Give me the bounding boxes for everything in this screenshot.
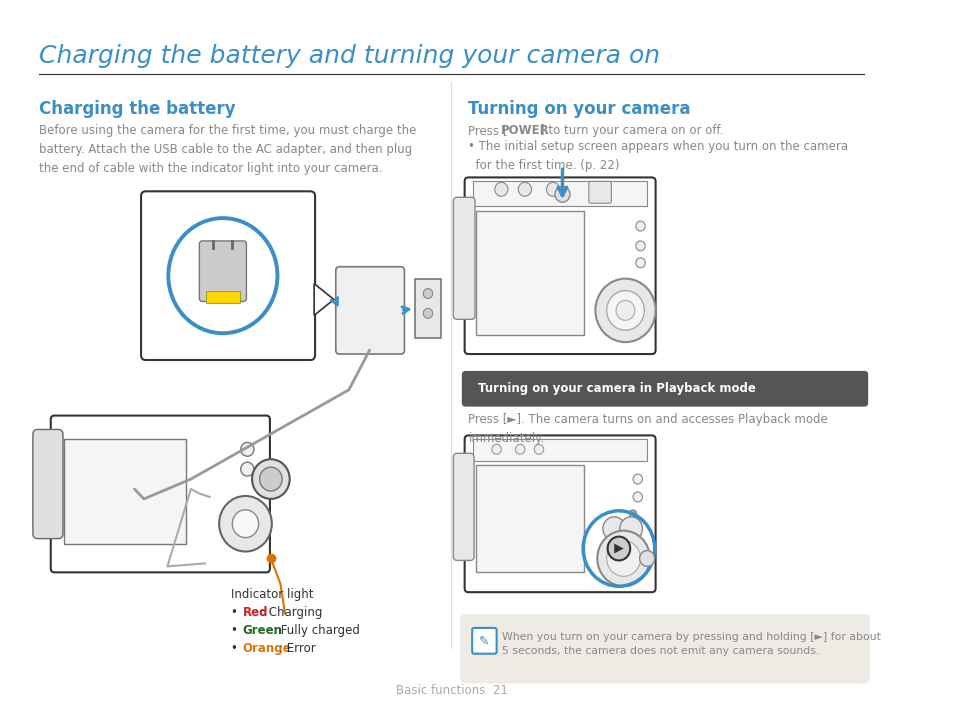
FancyBboxPatch shape — [459, 614, 869, 683]
Text: Basic functions  21: Basic functions 21 — [395, 685, 507, 698]
Circle shape — [607, 536, 630, 560]
Text: •: • — [232, 624, 242, 637]
Circle shape — [602, 517, 625, 541]
FancyBboxPatch shape — [51, 415, 270, 572]
Text: Press [: Press [ — [468, 124, 507, 137]
Text: Charging the battery and turning your camera on: Charging the battery and turning your ca… — [38, 45, 659, 68]
Text: ✎: ✎ — [478, 634, 489, 647]
FancyBboxPatch shape — [461, 371, 867, 407]
Bar — [476, 211, 583, 336]
Circle shape — [495, 182, 507, 197]
Text: ] to turn your camera on or off.: ] to turn your camera on or off. — [539, 124, 722, 137]
Circle shape — [616, 300, 635, 320]
Circle shape — [515, 444, 524, 454]
Circle shape — [423, 289, 433, 299]
Circle shape — [233, 510, 258, 538]
Circle shape — [633, 492, 641, 502]
Circle shape — [423, 308, 433, 318]
Circle shape — [259, 467, 282, 491]
FancyBboxPatch shape — [453, 197, 475, 319]
FancyBboxPatch shape — [464, 177, 655, 354]
Circle shape — [240, 442, 253, 456]
Text: •: • — [232, 642, 242, 654]
Circle shape — [636, 221, 644, 231]
Polygon shape — [614, 544, 623, 554]
Text: Press [►]. The camera turns on and accesses Playback mode
immediately.: Press [►]. The camera turns on and acces… — [468, 413, 827, 444]
Text: Orange: Orange — [242, 642, 291, 654]
Circle shape — [492, 444, 501, 454]
Circle shape — [619, 517, 641, 541]
Bar — [476, 465, 583, 572]
Text: Indicator light: Indicator light — [232, 588, 314, 601]
Circle shape — [636, 241, 644, 251]
FancyBboxPatch shape — [32, 429, 63, 539]
Circle shape — [546, 182, 559, 197]
Text: • The initial setup screen appears when you turn on the camera
  for the first t: • The initial setup screen appears when … — [468, 140, 847, 171]
Text: When you turn on your camera by pressing and holding [►] for about
5 seconds, th: When you turn on your camera by pressing… — [501, 632, 881, 656]
FancyBboxPatch shape — [335, 266, 404, 354]
Circle shape — [597, 531, 649, 586]
Text: Turning on your camera: Turning on your camera — [468, 100, 690, 118]
Bar — [64, 439, 186, 544]
Text: : Error: : Error — [279, 642, 315, 654]
Bar — [473, 439, 646, 462]
Text: Before using the camera for the first time, you must charge the
battery. Attach : Before using the camera for the first ti… — [38, 124, 416, 175]
Text: POWER: POWER — [501, 124, 550, 137]
Text: Green: Green — [242, 624, 282, 637]
Bar — [415, 279, 440, 338]
FancyBboxPatch shape — [199, 241, 246, 302]
Circle shape — [633, 474, 641, 484]
Circle shape — [219, 496, 272, 552]
FancyBboxPatch shape — [588, 181, 611, 203]
Circle shape — [606, 291, 643, 330]
Text: : Fully charged: : Fully charged — [273, 624, 359, 637]
Bar — [206, 291, 239, 303]
Polygon shape — [314, 284, 334, 315]
Circle shape — [595, 279, 655, 342]
FancyBboxPatch shape — [464, 436, 655, 592]
Circle shape — [517, 182, 531, 197]
Circle shape — [606, 541, 639, 576]
Circle shape — [629, 510, 636, 518]
Text: Red: Red — [242, 606, 268, 619]
Circle shape — [168, 218, 277, 333]
Circle shape — [252, 459, 290, 499]
FancyBboxPatch shape — [472, 628, 497, 654]
Circle shape — [240, 462, 253, 476]
Circle shape — [639, 551, 654, 567]
Circle shape — [534, 444, 543, 454]
FancyBboxPatch shape — [141, 192, 314, 360]
Bar — [473, 181, 646, 206]
Text: •: • — [232, 606, 242, 619]
Circle shape — [555, 186, 569, 202]
FancyBboxPatch shape — [453, 454, 474, 560]
Circle shape — [636, 258, 644, 268]
Text: Charging the battery: Charging the battery — [38, 100, 234, 118]
Text: Turning on your camera in Playback mode: Turning on your camera in Playback mode — [477, 382, 755, 395]
Text: : Charging: : Charging — [261, 606, 322, 619]
